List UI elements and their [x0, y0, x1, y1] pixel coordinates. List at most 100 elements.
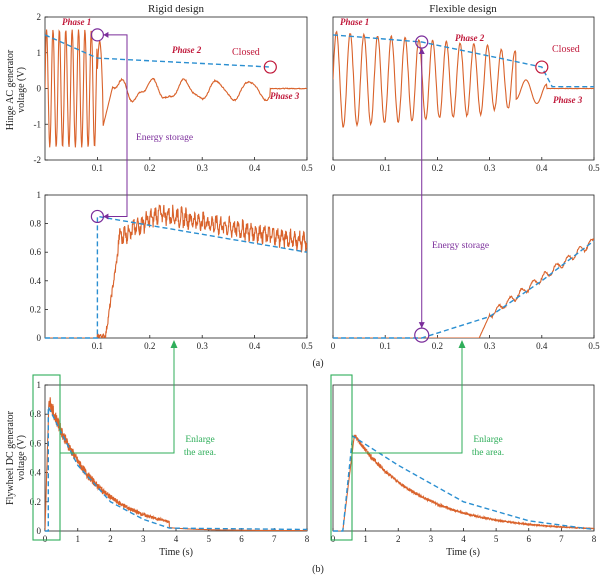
ylabel-dc-line1: Flywheel DC generator: [5, 410, 16, 505]
arrowhead-rigid-top: [103, 31, 109, 38]
x-tick-label: 0.5: [588, 163, 600, 173]
x-tick-label: 5: [494, 534, 499, 544]
arrowhead-rigid-bottom: [103, 213, 109, 220]
chart-flexible-dc-zoom: 0 0.1 0.2 0.3 0.4 0.5: [331, 194, 600, 351]
signal-series: [333, 434, 594, 531]
x-tick-label: 4: [461, 534, 466, 544]
x-tick-label: 0.2: [432, 163, 443, 173]
enlarge-arrowhead-flexible: [458, 340, 466, 348]
x-tick-label: 0.5: [301, 341, 313, 351]
x-tick-label: 0.3: [484, 163, 496, 173]
envelope-series: [45, 406, 308, 532]
x-tick-label: 0.1: [380, 163, 391, 173]
xlabel-rigid-bottom: Time (s): [159, 547, 193, 558]
xlabel-flexible-bottom: Time (s): [446, 547, 480, 558]
x-tick-label: 0.1: [92, 341, 103, 351]
energy-storage-label-rigid: Energy storage: [136, 133, 193, 143]
signal-series: [45, 204, 307, 338]
y-tick-label: 0: [37, 84, 42, 94]
closed-label-rigid: Closed: [232, 47, 260, 58]
enlarge-label-flexible-1: Enlarge: [473, 435, 502, 445]
y-tick-label: 1: [37, 190, 42, 200]
title-flexible: Flexible design: [429, 3, 497, 15]
y-tick-label: 0.2: [30, 497, 41, 507]
chart-rigid-ac: 0.1 0.2 0.3 0.4 0.5 -2 -1 0 1 2: [34, 12, 314, 173]
storage-circle-rigid-ac: [90, 28, 105, 42]
x-tick-label: 8: [305, 534, 310, 544]
x-tick-label: 3: [141, 534, 146, 544]
chart-flexible-dc-full: 0 1 2 3 4 5 6 7 8: [331, 384, 597, 544]
x-tick-label: 6: [527, 534, 532, 544]
panel-label-b: (b): [312, 564, 324, 575]
y-tick-label: -1: [34, 119, 42, 129]
x-tick-label: 2: [396, 534, 401, 544]
chart-flexible-ac: 0 0.1 0.2 0.3 0.4 0.5: [331, 16, 600, 173]
phase3-label-rigid: Phase 3: [270, 91, 300, 101]
x-tick-label: 0.2: [144, 163, 155, 173]
y-tick-label: 0: [37, 526, 42, 536]
energy-storage-label-flexible: Energy storage: [432, 241, 489, 251]
x-tick-label: 0: [331, 163, 336, 173]
ylabel-dc-line2: voltage (V): [16, 435, 27, 481]
y-tick-label: 0.6: [30, 247, 42, 257]
phase1-label-flexible: Phase 1: [340, 17, 369, 27]
x-tick-label: 0.5: [301, 163, 313, 173]
chart-rigid-dc-full: 0 1 2 3 4 5 6 7 8 0 0.2 0.4 0.6 0.8 1: [30, 380, 310, 544]
x-tick-label: 6: [239, 534, 244, 544]
x-tick-label: 1: [363, 534, 368, 544]
x-tick-label: 3: [429, 534, 434, 544]
x-tick-label: 0.1: [92, 163, 103, 173]
x-tick-label: 0.5: [588, 341, 600, 351]
x-tick-label: 0.4: [249, 163, 261, 173]
enlarge-box-flexible: [330, 374, 353, 541]
y-tick-label: 0.6: [30, 438, 42, 448]
plot-frame: [44, 194, 308, 339]
x-tick-label: 1: [76, 534, 81, 544]
signal-series: [333, 238, 594, 338]
envelope-series: [333, 434, 595, 532]
x-tick-label: 0.2: [144, 341, 155, 351]
y-tick-label: 0.2: [30, 304, 41, 314]
chart-rigid-dc-zoom: 0.1 0.2 0.3 0.4 0.5 0 0.2 0.4 0.6 0.8 1: [30, 190, 313, 351]
energy-storage-connector-rigid: [103, 34, 128, 217]
x-tick-label: 0: [331, 534, 336, 544]
x-tick-label: 7: [272, 534, 277, 544]
y-tick-label: 0: [37, 333, 42, 343]
envelope-series: [332, 34, 594, 88]
phase1-label-rigid: Phase 1: [62, 17, 91, 27]
closed-circle-flexible: [535, 60, 549, 74]
phase3-label-flexible: Phase 3: [553, 95, 583, 105]
phase2-label-flexible: Phase 2: [455, 33, 485, 43]
x-tick-label: 7: [559, 534, 564, 544]
x-tick-label: 0.3: [197, 341, 209, 351]
x-tick-label: 8: [592, 534, 597, 544]
x-tick-label: 0.1: [380, 341, 391, 351]
y-tick-label: 1: [37, 380, 42, 390]
x-tick-label: 0.3: [484, 341, 496, 351]
y-tick-label: -2: [34, 155, 42, 165]
y-tick-label: 0.8: [30, 219, 42, 229]
signal-series: [45, 397, 307, 531]
x-tick-label: 0.4: [536, 341, 548, 351]
title-rigid: Rigid design: [148, 3, 204, 15]
arrowhead-flexible-bottom: [418, 322, 425, 329]
closed-circle-rigid: [263, 60, 277, 74]
y-tick-label: 0.4: [30, 468, 42, 478]
x-tick-label: 0: [43, 534, 48, 544]
x-tick-label: 0.3: [197, 163, 209, 173]
envelope-series: [45, 215, 308, 339]
enlarge-label-flexible-2: the area.: [472, 448, 504, 458]
annotation-layer: [32, 28, 549, 541]
enlarge-box-rigid: [32, 374, 61, 541]
x-tick-label: 0.2: [432, 341, 443, 351]
x-tick-label: 5: [207, 534, 212, 544]
plot-frame: [44, 384, 308, 532]
signal-series: [333, 30, 594, 128]
enlarge-label-rigid-2: the area.: [184, 448, 216, 458]
y-tick-label: 1: [37, 48, 42, 58]
y-tick-label: 0.8: [30, 409, 42, 419]
envelope-series: [333, 240, 595, 339]
y-tick-label: 2: [37, 12, 42, 22]
enlarge-connector-flexible: [352, 347, 463, 454]
